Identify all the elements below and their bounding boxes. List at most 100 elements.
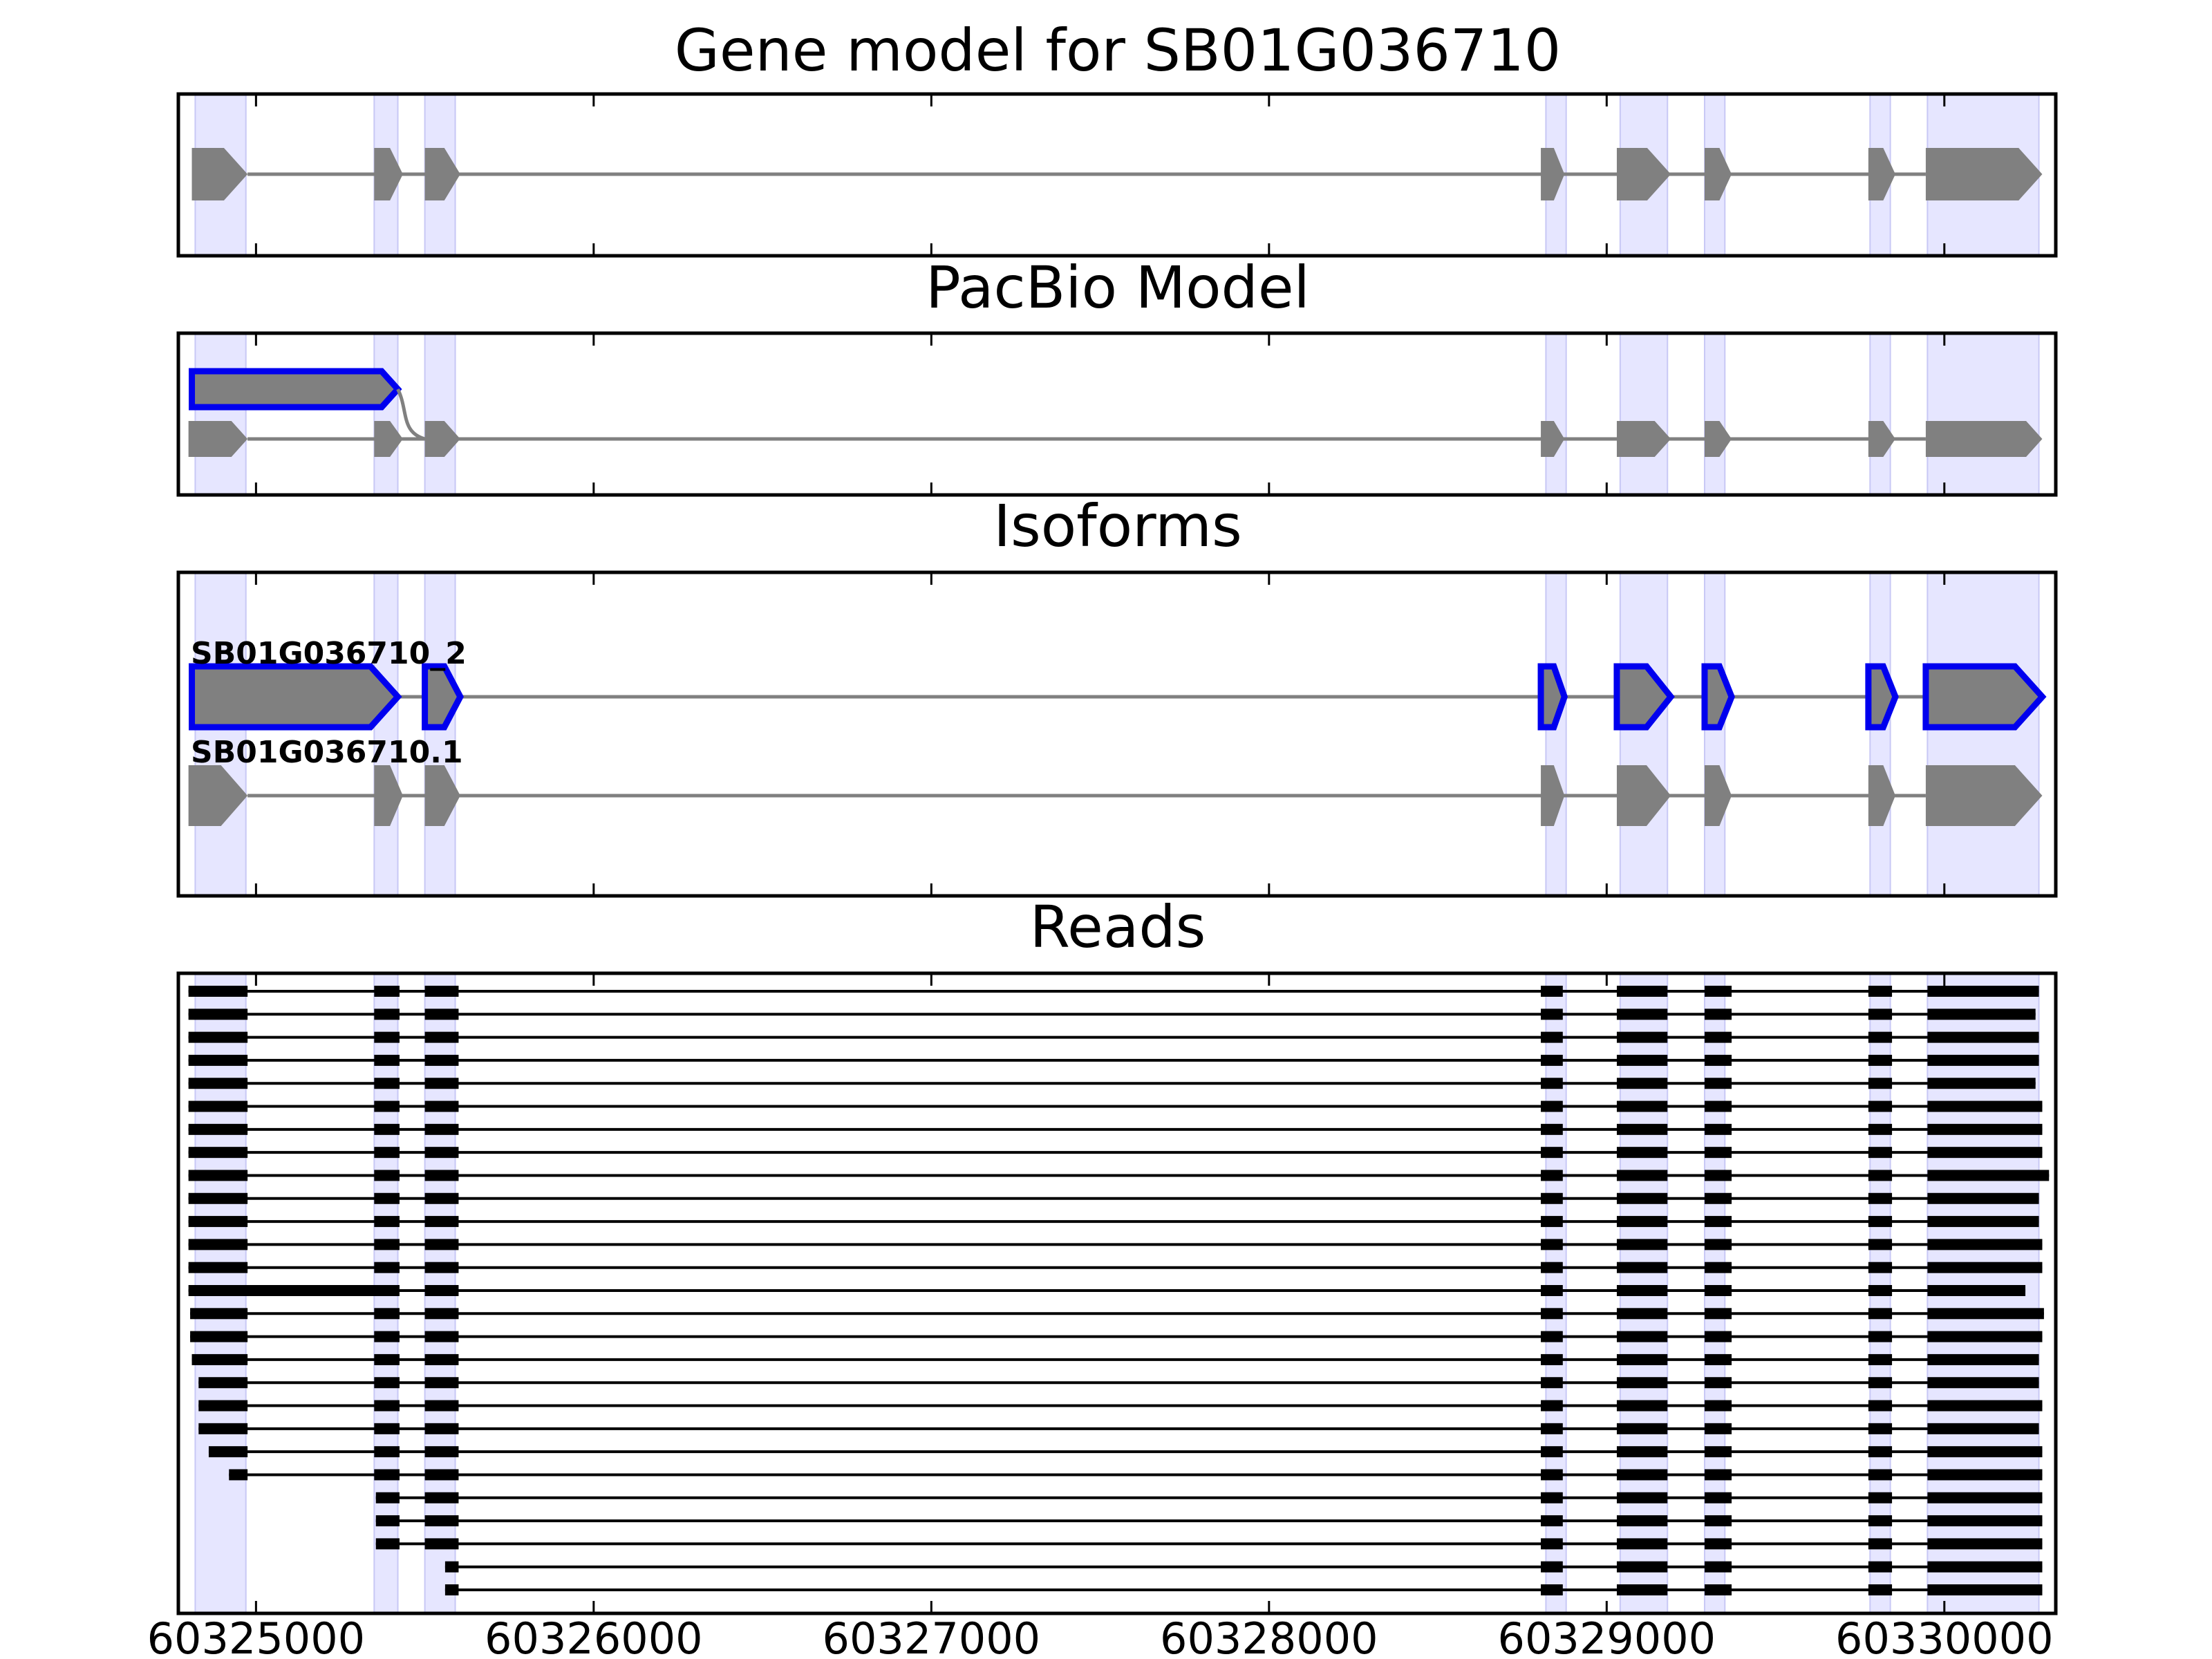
read-block <box>1927 1353 2039 1365</box>
read-block <box>424 1170 459 1181</box>
read-block <box>1616 1515 1668 1527</box>
read-block <box>1868 1078 1893 1089</box>
read-block <box>1541 1492 1563 1503</box>
read-block <box>1704 1469 1732 1481</box>
read-block <box>1616 1031 1668 1043</box>
read-block <box>424 1147 459 1159</box>
panel-frame <box>176 971 2058 1615</box>
read-block <box>1704 1078 1732 1089</box>
read-block <box>1541 1423 1563 1434</box>
exon <box>188 421 248 457</box>
exon <box>1616 421 1671 457</box>
read-block <box>375 1492 400 1503</box>
read-block <box>1868 1515 1893 1527</box>
read-block <box>1541 1262 1563 1273</box>
exon-band <box>194 572 247 897</box>
read-block <box>190 1308 248 1320</box>
read-block <box>424 1123 459 1135</box>
read-block <box>374 1446 400 1458</box>
read-block <box>1927 1400 2043 1412</box>
read-block <box>1541 1446 1563 1458</box>
exon <box>1704 421 1732 457</box>
exon <box>191 148 248 200</box>
read-block <box>1616 1170 1668 1181</box>
read-block <box>1704 1054 1732 1066</box>
read-block <box>1616 1123 1668 1135</box>
read-block <box>1704 1262 1732 1273</box>
read-block <box>1868 1308 1893 1320</box>
read-block <box>424 986 459 997</box>
exon <box>1868 421 1895 457</box>
read-block <box>1927 1216 2039 1228</box>
exon-band <box>1703 332 1726 496</box>
read-block <box>1541 1054 1563 1066</box>
read-block <box>424 1492 459 1503</box>
highlighted-exon <box>1922 663 2047 731</box>
read-block <box>424 1009 459 1020</box>
read-block <box>1616 1423 1668 1434</box>
read-block <box>1541 1584 1563 1595</box>
read-block <box>1704 1192 1732 1204</box>
read-block <box>188 1123 248 1135</box>
exon <box>1925 421 2043 457</box>
read-block <box>188 1147 248 1159</box>
read-block <box>1704 1400 1732 1412</box>
read-block <box>374 1216 400 1228</box>
read-block <box>1541 1469 1563 1481</box>
read-block <box>1541 1377 1563 1389</box>
read-block <box>1541 1078 1563 1089</box>
exon-band <box>373 332 399 496</box>
read-block <box>1868 1285 1893 1296</box>
exon <box>1541 421 1565 457</box>
read-block <box>424 1538 459 1550</box>
read-block <box>1927 986 2039 997</box>
splice-connector <box>396 388 426 441</box>
read-block <box>1704 1538 1732 1550</box>
read-block <box>1927 1538 2043 1550</box>
read-block <box>1616 1262 1668 1273</box>
read-block <box>1541 1239 1563 1250</box>
read-block <box>1616 1377 1668 1389</box>
read-block <box>1927 1584 2043 1595</box>
read-block <box>1616 1009 1668 1020</box>
exon <box>1868 148 1895 200</box>
read-block <box>1616 1446 1668 1458</box>
read-block <box>1704 1377 1732 1389</box>
read-block <box>424 1423 459 1434</box>
read-block <box>1616 1239 1668 1250</box>
read-block <box>188 1009 248 1020</box>
read-block <box>1927 1009 2036 1020</box>
highlighted-exon <box>1701 663 1735 731</box>
read-block <box>424 1262 459 1273</box>
exon-band <box>424 332 456 496</box>
read-block <box>1704 1147 1732 1159</box>
read-block <box>198 1400 248 1412</box>
read-block <box>1927 1308 2044 1320</box>
read-block <box>188 1100 248 1112</box>
read-block <box>1541 1331 1563 1342</box>
read-block <box>1704 1423 1732 1434</box>
read-block <box>374 1331 400 1342</box>
read-block <box>1541 986 1563 997</box>
x-tick-label: 60328000 <box>1160 1613 1378 1659</box>
read-block <box>198 1377 248 1389</box>
read-block <box>374 1423 400 1434</box>
read-block <box>1927 1031 2039 1043</box>
read-block <box>1868 1192 1893 1204</box>
read-block <box>374 1147 400 1159</box>
highlighted-exon <box>1865 663 1899 731</box>
read-block <box>1927 1377 2039 1389</box>
read-block <box>191 1353 248 1365</box>
exon-band <box>1545 332 1567 496</box>
read-block <box>1868 1561 1893 1573</box>
read-block <box>1704 986 1732 997</box>
read-block <box>1927 1446 2043 1458</box>
read-block <box>1616 1469 1668 1481</box>
read-block <box>188 1170 248 1181</box>
read-block <box>1868 1469 1893 1481</box>
exon-band <box>1927 332 2040 496</box>
read-block <box>1927 1170 2050 1181</box>
read-block <box>1541 1123 1563 1135</box>
exon <box>1704 148 1732 200</box>
read-block <box>374 1054 400 1066</box>
